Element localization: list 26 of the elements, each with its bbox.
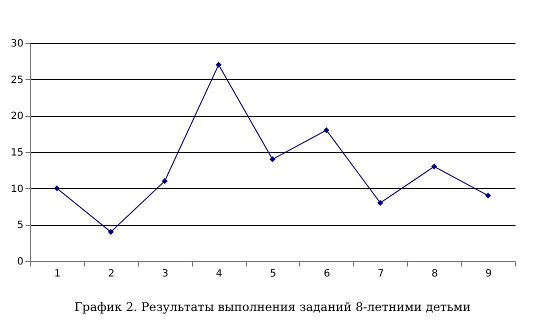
y-tick-label: 0 [17, 256, 24, 268]
point [108, 228, 114, 235]
x-tick-label: 8 [431, 268, 438, 280]
x-tick-label: 4 [216, 268, 222, 280]
point [162, 178, 168, 184]
point [54, 185, 60, 192]
x-tick-label: 2 [108, 268, 115, 280]
point [431, 164, 438, 170]
y-tick-label: 5 [17, 220, 24, 232]
y-tick-label: 10 [10, 184, 24, 195]
x-tick-label: 5 [270, 268, 276, 280]
x-tick-label: 7 [378, 268, 384, 280]
point [485, 192, 492, 199]
x-tick-label: 6 [324, 268, 330, 280]
point [323, 127, 330, 134]
x-tick-label: 1 [54, 268, 61, 280]
point [216, 62, 222, 68]
point [270, 156, 276, 162]
point [377, 200, 384, 206]
y-tick-label: 30 [10, 38, 24, 50]
y-tick-label: 20 [10, 111, 24, 122]
x-tick-label: 9 [485, 268, 492, 280]
y-tick-label: 15 [10, 148, 24, 158]
text: График 2. Результаты выполнения заданий 8-летними детьми [74, 300, 471, 314]
x-tick-label: 3 [162, 268, 168, 280]
y-tick-label: 25 [10, 74, 24, 86]
